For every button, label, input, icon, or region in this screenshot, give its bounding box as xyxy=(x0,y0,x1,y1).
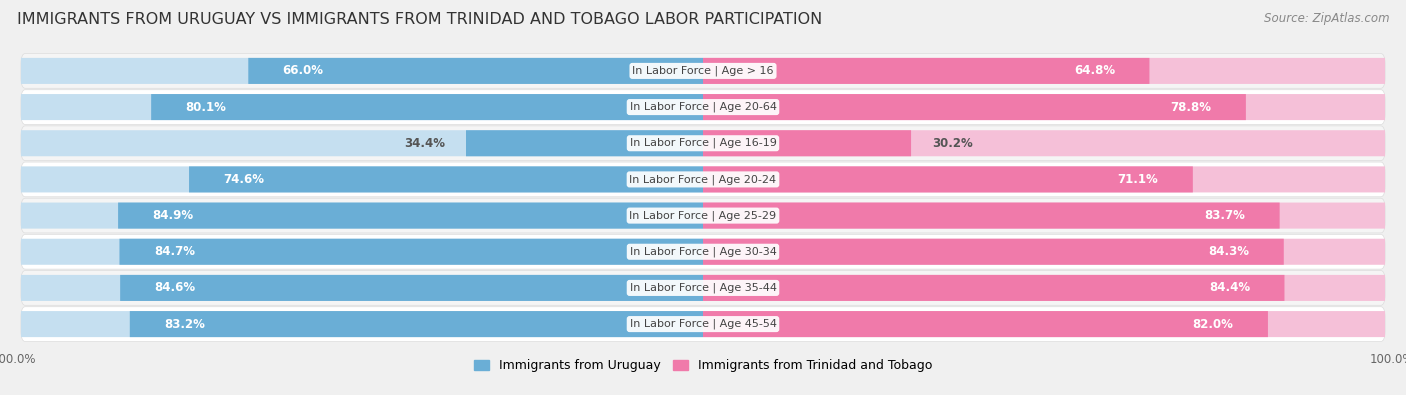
FancyBboxPatch shape xyxy=(703,58,1150,84)
FancyBboxPatch shape xyxy=(21,234,1385,269)
FancyBboxPatch shape xyxy=(703,166,1385,192)
FancyBboxPatch shape xyxy=(703,311,1268,337)
FancyBboxPatch shape xyxy=(703,58,1385,84)
Text: In Labor Force | Age 35-44: In Labor Force | Age 35-44 xyxy=(630,283,776,293)
FancyBboxPatch shape xyxy=(703,203,1279,229)
Text: 83.2%: 83.2% xyxy=(165,318,205,331)
FancyBboxPatch shape xyxy=(703,130,1385,156)
Text: 74.6%: 74.6% xyxy=(224,173,264,186)
FancyBboxPatch shape xyxy=(703,94,1385,120)
FancyBboxPatch shape xyxy=(465,130,703,156)
Text: In Labor Force | Age 16-19: In Labor Force | Age 16-19 xyxy=(630,138,776,149)
FancyBboxPatch shape xyxy=(21,54,1385,88)
Text: 84.6%: 84.6% xyxy=(155,281,195,294)
Text: 84.4%: 84.4% xyxy=(1209,281,1250,294)
Text: Source: ZipAtlas.com: Source: ZipAtlas.com xyxy=(1264,12,1389,25)
FancyBboxPatch shape xyxy=(118,203,703,229)
Text: In Labor Force | Age 30-34: In Labor Force | Age 30-34 xyxy=(630,246,776,257)
Text: In Labor Force | Age 45-54: In Labor Force | Age 45-54 xyxy=(630,319,776,329)
FancyBboxPatch shape xyxy=(188,166,703,192)
FancyBboxPatch shape xyxy=(703,166,1192,192)
FancyBboxPatch shape xyxy=(152,94,703,120)
FancyBboxPatch shape xyxy=(21,203,703,229)
FancyBboxPatch shape xyxy=(21,307,1385,341)
FancyBboxPatch shape xyxy=(21,271,1385,305)
Text: 83.7%: 83.7% xyxy=(1205,209,1246,222)
FancyBboxPatch shape xyxy=(21,58,703,84)
Legend: Immigrants from Uruguay, Immigrants from Trinidad and Tobago: Immigrants from Uruguay, Immigrants from… xyxy=(468,354,938,377)
Text: 84.7%: 84.7% xyxy=(153,245,195,258)
FancyBboxPatch shape xyxy=(21,90,1385,124)
FancyBboxPatch shape xyxy=(120,239,703,265)
FancyBboxPatch shape xyxy=(703,239,1284,265)
FancyBboxPatch shape xyxy=(21,94,703,120)
FancyBboxPatch shape xyxy=(703,275,1285,301)
Text: 82.0%: 82.0% xyxy=(1192,318,1233,331)
Text: 84.9%: 84.9% xyxy=(152,209,194,222)
Text: In Labor Force | Age > 16: In Labor Force | Age > 16 xyxy=(633,66,773,76)
FancyBboxPatch shape xyxy=(703,203,1385,229)
Text: 66.0%: 66.0% xyxy=(283,64,323,77)
FancyBboxPatch shape xyxy=(703,311,1385,337)
FancyBboxPatch shape xyxy=(21,126,1385,161)
FancyBboxPatch shape xyxy=(21,275,703,301)
FancyBboxPatch shape xyxy=(21,198,1385,233)
FancyBboxPatch shape xyxy=(21,130,703,156)
Text: 30.2%: 30.2% xyxy=(932,137,973,150)
FancyBboxPatch shape xyxy=(120,275,703,301)
Text: 64.8%: 64.8% xyxy=(1074,64,1115,77)
FancyBboxPatch shape xyxy=(21,166,703,192)
Text: 80.1%: 80.1% xyxy=(186,101,226,114)
Text: 34.4%: 34.4% xyxy=(405,137,446,150)
Text: In Labor Force | Age 20-64: In Labor Force | Age 20-64 xyxy=(630,102,776,112)
FancyBboxPatch shape xyxy=(703,275,1385,301)
Text: IMMIGRANTS FROM URUGUAY VS IMMIGRANTS FROM TRINIDAD AND TOBAGO LABOR PARTICIPATI: IMMIGRANTS FROM URUGUAY VS IMMIGRANTS FR… xyxy=(17,12,823,27)
FancyBboxPatch shape xyxy=(21,311,703,337)
Text: 84.3%: 84.3% xyxy=(1208,245,1250,258)
FancyBboxPatch shape xyxy=(703,94,1246,120)
FancyBboxPatch shape xyxy=(249,58,703,84)
FancyBboxPatch shape xyxy=(129,311,703,337)
Text: In Labor Force | Age 20-24: In Labor Force | Age 20-24 xyxy=(630,174,776,185)
FancyBboxPatch shape xyxy=(703,239,1385,265)
FancyBboxPatch shape xyxy=(703,130,911,156)
FancyBboxPatch shape xyxy=(21,239,703,265)
Text: 78.8%: 78.8% xyxy=(1170,101,1212,114)
Text: In Labor Force | Age 25-29: In Labor Force | Age 25-29 xyxy=(630,210,776,221)
FancyBboxPatch shape xyxy=(21,162,1385,197)
Text: 71.1%: 71.1% xyxy=(1118,173,1159,186)
